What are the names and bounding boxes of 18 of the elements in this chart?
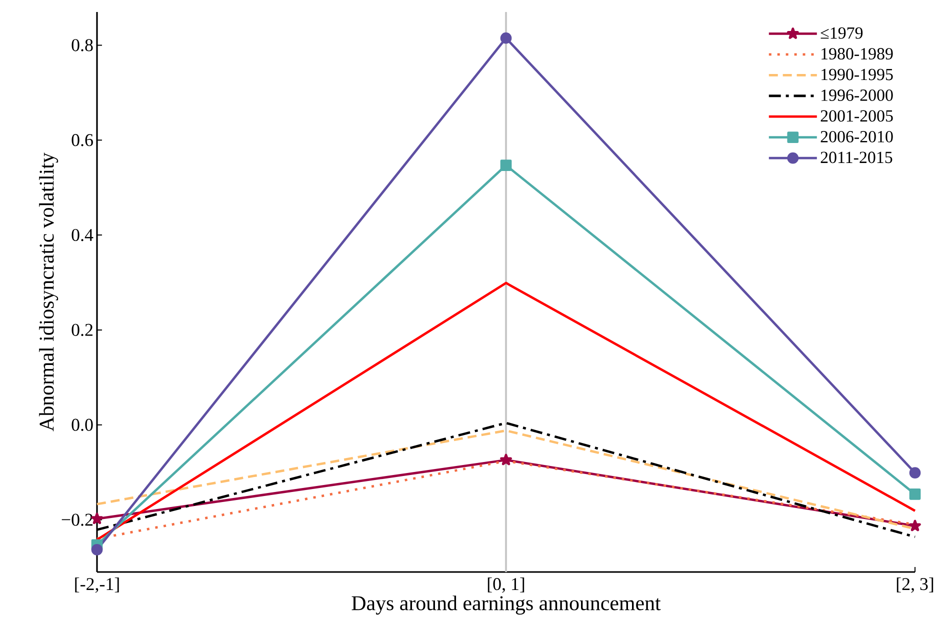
y-tick-label: 0.6 xyxy=(72,134,93,146)
y-tick-label: 0.4 xyxy=(72,228,94,242)
y-tick-label: 0.2 xyxy=(72,324,92,336)
x-tick-label: [0, 1] xyxy=(488,578,524,593)
legend-label: 2006-2010 xyxy=(820,130,893,142)
y-axis-title: Abnormal idiosyncratic volatility xyxy=(39,152,58,432)
legend-label: 1980-1989 xyxy=(822,48,893,60)
x-axis-title: Days around earnings announcement xyxy=(352,596,661,615)
x-tick-label: [-2,-1] xyxy=(75,578,119,593)
y-tick-label: 0.8 xyxy=(72,39,93,52)
x-tick-label: [2, 3] xyxy=(896,578,934,593)
legend-label: 1996-2000 xyxy=(822,90,893,101)
legend-label: 2011-2015 xyxy=(820,152,892,164)
legend-label: 2001-2005 xyxy=(820,110,893,122)
y-tick-label: 0.0 xyxy=(72,418,93,431)
y-tick-label: −0.2 xyxy=(62,514,92,526)
legend-label: 1990-1995 xyxy=(822,68,893,80)
legend-label: ≤1979 xyxy=(820,27,863,39)
